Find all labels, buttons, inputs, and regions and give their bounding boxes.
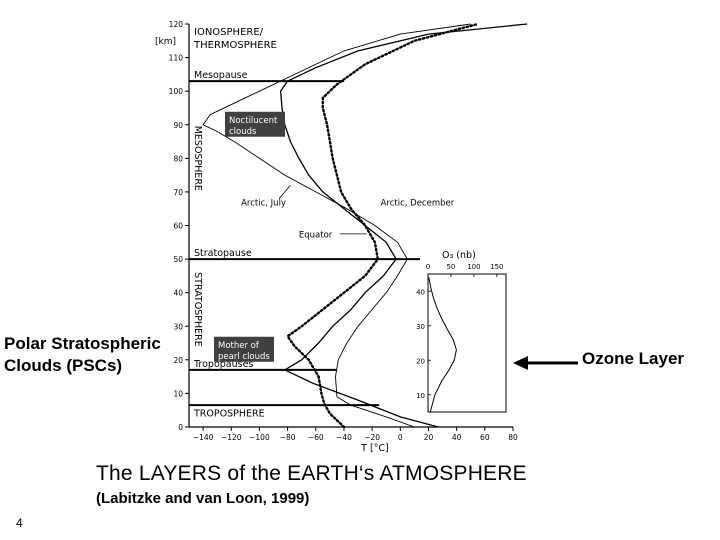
slide-subtitle: (Labitzke and van Loon, 1999) [96,490,310,507]
y-tick-label: 0 [178,423,183,432]
x-tick-label: −140 [193,433,214,442]
series-line-arctic-july [202,23,471,428]
inset-title: O₃ (nb) [442,250,476,261]
x-axis-label: T [°C] [360,443,389,454]
x-tick-label: 0 [398,433,403,442]
y-tick-label: 100 [169,87,184,96]
inset-x-tick-label: 100 [467,263,480,271]
inset-y-tick-label: 30 [416,323,425,331]
x-tick-label: −60 [308,433,324,442]
boundary-label-tropopauses: Tropopauses [193,359,253,370]
inset-y-tick-label: 20 [416,357,425,365]
inset-y-tick-label: 40 [416,288,425,296]
y-tick-label: 120 [169,20,184,29]
y-tick-label: 80 [173,154,183,163]
ozone-layer-annotation: Ozone Layer [582,349,685,368]
annotation-arctic-december: Arctic, December [381,198,455,208]
y-tick-label: 110 [169,54,184,63]
series-line-arctic-december [286,22,479,429]
y-tick-label: 40 [173,289,183,298]
cloud-label-box-0 [225,111,285,137]
annotation-arctic-july-leader [278,184,291,199]
temperature-profiles [202,22,528,429]
layer-label-ionosphere-thermosphere-line-2: THERMOSPHERE [193,40,277,51]
x-tick-label: −120 [221,433,242,442]
cloud-label-line-1: Noctilucent [229,116,278,126]
inset-x-tick-label: 0 [426,263,430,271]
cloud-label-line-1: Mother of [218,341,260,351]
inset-x-tick-label: 150 [490,263,503,271]
y-tick-label: 20 [173,356,183,365]
y-tick-label: 70 [173,188,183,197]
x-tick-label: −20 [364,433,380,442]
layer-boundaries: Mesopause Stratopause Tropopauses [189,70,421,407]
boundary-label-mesopause: Mesopause [194,70,248,81]
ozone-inset-plot: O₃ (nb) 0 50 100 150 10 20 30 40 [416,250,507,413]
cloud-label-box-1 [214,336,274,362]
psc-annotation: Polar Stratospheric Clouds (PSCs) [4,333,161,377]
x-tick-label: −100 [249,433,270,442]
layer-label-troposphere: TROPOSPHERE [193,408,265,419]
annotation-equator: Equator [299,230,333,240]
y-tick-label: 10 [173,389,183,398]
layer-label-ionosphere-thermosphere-line-1: IONOSPHERE/ [194,27,264,38]
x-tick-label: 80 [508,433,518,442]
y-tick-label: 50 [173,255,183,264]
ozone-pointer-arrow [513,356,578,370]
slide-title: The LAYERS of the EARTH‘s ATMOSPHERE [96,462,527,485]
layer-label-mesosphere: MESOSPHERE [192,126,203,191]
y-tick-label: 30 [173,322,183,331]
x-tick-label: 40 [452,433,462,442]
x-tick-label: 60 [480,433,490,442]
y-tick-label: 60 [173,222,183,231]
cloud-label-line-2: clouds [229,127,257,137]
inset-x-tick-label: 50 [446,263,455,271]
y-tick-label: 90 [173,121,183,130]
psc-annotation-line-2: Clouds (PSCs) [4,356,123,375]
annotation-arctic-july: Arctic, July [241,198,286,208]
x-tick-label: 20 [424,433,434,442]
page-number: 4 [16,516,23,530]
x-tick-label: −80 [280,433,296,442]
inset-series-line-ozone [428,277,457,413]
inset-y-tick-label: 10 [416,392,425,400]
boundary-label-stratopause: Stratopause [194,248,252,259]
psc-annotation-line-1: Polar Stratospheric [4,334,161,353]
inset-frame [427,273,507,413]
x-tick-label: −40 [336,433,352,442]
y-axis-label: [km] [155,37,176,47]
layer-label-stratosphere: STRATOSPHERE [192,272,203,347]
cloud-label-line-2: pearl clouds [218,352,270,362]
layer-labels: Arctic, July Arctic, December Equator IONOS… [192,27,455,419]
